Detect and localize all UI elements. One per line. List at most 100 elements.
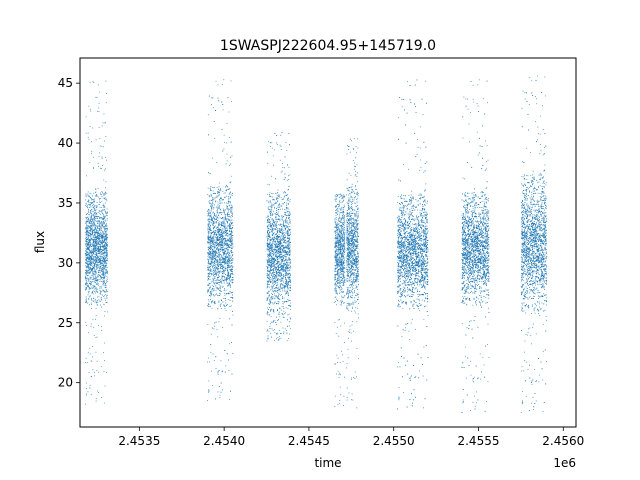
- data-point: [210, 234, 212, 236]
- data-point: [214, 218, 216, 220]
- data-point: [217, 209, 218, 211]
- data-point: [226, 142, 227, 144]
- data-point: [105, 265, 106, 267]
- data-point: [96, 232, 97, 234]
- data-point: [90, 221, 92, 222]
- data-point: [213, 193, 215, 194]
- data-point: [224, 276, 226, 278]
- data-point: [232, 294, 234, 296]
- data-point: [100, 236, 102, 238]
- data-point: [223, 226, 225, 227]
- data-point: [211, 370, 213, 372]
- data-point: [220, 236, 222, 237]
- data-point: [96, 231, 98, 233]
- data-point: [97, 217, 98, 219]
- data-point: [102, 263, 104, 265]
- data-point: [209, 253, 211, 255]
- data-point: [97, 390, 98, 392]
- data-point: [98, 235, 99, 236]
- data-point: [99, 269, 100, 271]
- data-point: [103, 239, 105, 241]
- data-point: [231, 212, 233, 214]
- data-point: [213, 207, 215, 209]
- data-point: [226, 263, 228, 265]
- data-point: [229, 192, 231, 194]
- data-point: [102, 240, 103, 242]
- data-point: [106, 252, 108, 253]
- data-point: [95, 249, 96, 251]
- data-point: [102, 264, 104, 266]
- data-point: [212, 257, 214, 259]
- data-point: [98, 279, 100, 281]
- data-point: [98, 274, 100, 276]
- data-point: [91, 299, 92, 301]
- data-point: [89, 259, 91, 261]
- data-point: [211, 262, 213, 264]
- data-point: [280, 234, 282, 236]
- data-point: [269, 294, 270, 296]
- data-point: [86, 266, 88, 268]
- data-point: [85, 246, 87, 248]
- data-point: [95, 243, 97, 244]
- data-point: [97, 226, 98, 228]
- data-point: [224, 252, 225, 254]
- data-point: [217, 260, 219, 262]
- data-point: [228, 284, 230, 286]
- data-point: [104, 360, 105, 361]
- data-point: [227, 244, 228, 246]
- data-point: [98, 247, 100, 249]
- data-point: [222, 301, 224, 303]
- data-point: [230, 226, 232, 227]
- data-point: [219, 271, 220, 273]
- data-point: [230, 232, 232, 234]
- data-point: [212, 203, 214, 205]
- data-point: [216, 238, 218, 240]
- data-point: [97, 240, 98, 242]
- data-point: [216, 233, 218, 235]
- data-point: [99, 233, 100, 235]
- data-point: [229, 285, 231, 287]
- data-point: [228, 239, 230, 241]
- data-point: [207, 266, 209, 268]
- data-point: [225, 250, 226, 252]
- data-point: [211, 293, 213, 295]
- data-point: [219, 288, 221, 290]
- data-point: [93, 217, 95, 218]
- data-point: [91, 254, 93, 256]
- data-point: [89, 288, 91, 290]
- data-point: [97, 220, 99, 222]
- data-point: [87, 191, 89, 193]
- data-point: [106, 252, 108, 254]
- data-point: [93, 249, 95, 251]
- data-point: [97, 242, 99, 244]
- data-point: [211, 248, 213, 249]
- data-point: [100, 227, 102, 229]
- data-point: [213, 302, 215, 303]
- data-point: [89, 205, 91, 207]
- data-point: [85, 276, 86, 278]
- data-point: [213, 253, 215, 255]
- data-point: [218, 321, 220, 323]
- data-point: [86, 266, 88, 268]
- data-point: [225, 298, 226, 299]
- data-point: [97, 244, 99, 246]
- data-point: [211, 238, 213, 240]
- data-point: [93, 206, 95, 208]
- data-point: [212, 241, 214, 243]
- data-point: [214, 193, 216, 195]
- data-point: [208, 221, 210, 222]
- data-point: [87, 284, 89, 286]
- data-point: [102, 236, 104, 237]
- data-point: [106, 229, 108, 231]
- data-point: [88, 245, 90, 247]
- data-point: [96, 248, 98, 250]
- data-point: [218, 249, 220, 251]
- data-point: [218, 275, 220, 277]
- data-point: [277, 320, 278, 321]
- data-point: [212, 266, 214, 268]
- data-point: [221, 261, 223, 263]
- data-point: [208, 172, 210, 174]
- data-point: [95, 220, 97, 222]
- data-point: [222, 222, 224, 223]
- data-point: [285, 221, 286, 223]
